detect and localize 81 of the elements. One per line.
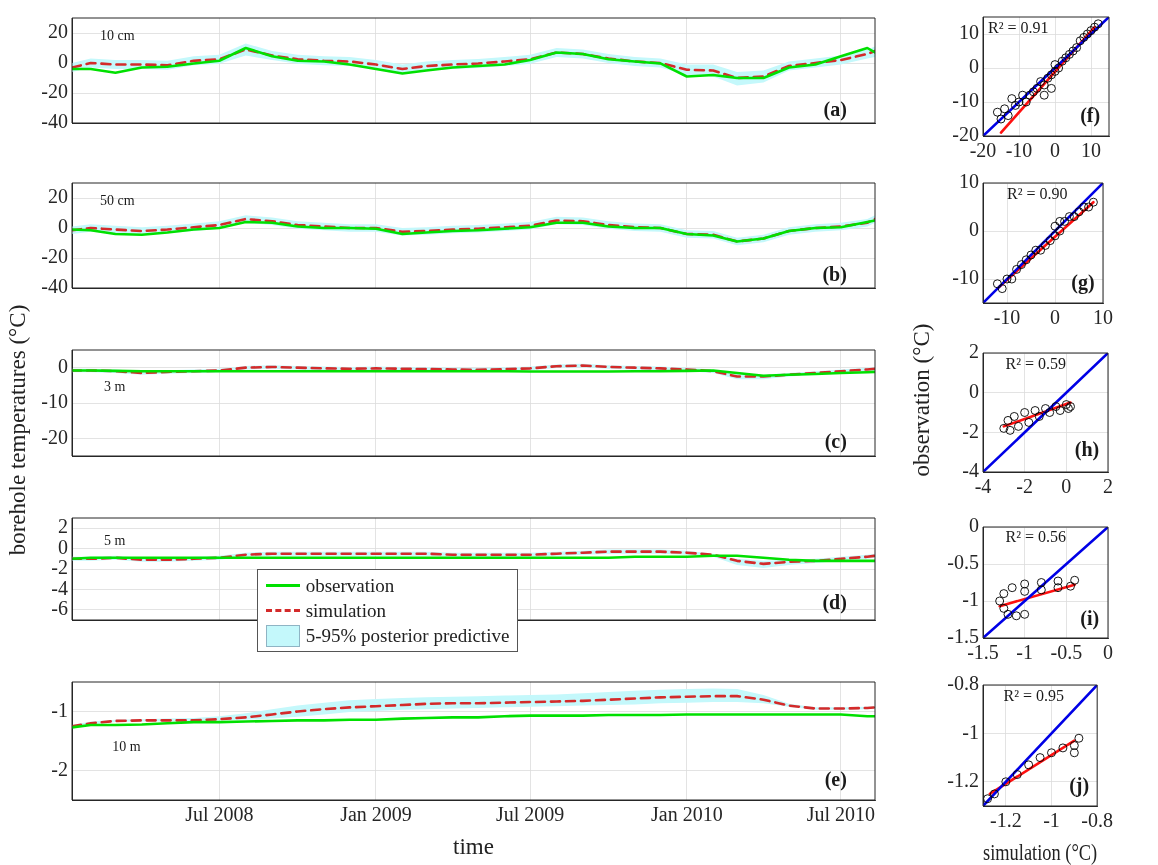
y-tick-label: -10 <box>952 266 979 289</box>
y-tick-label: 0 <box>969 218 979 241</box>
annotation: (g) <box>1071 270 1095 294</box>
x-tick-label: -1 <box>1043 809 1060 832</box>
y-axis-title: observation (°C) <box>909 323 935 477</box>
x-tick-label: 0 <box>1061 475 1072 498</box>
y-tick-label: 2 <box>969 340 979 363</box>
annotation: R² = 0.56 <box>1005 528 1066 546</box>
y-tick-label: -10 <box>952 89 979 112</box>
x-tick-label: 10 <box>1081 139 1101 162</box>
annotation: 5 m <box>104 533 126 549</box>
x-tick-label: -1.2 <box>990 809 1022 832</box>
y-tick-label: -6 <box>51 597 68 620</box>
annotation: R² = 0.91 <box>988 19 1049 37</box>
annotation: (c) <box>824 430 847 454</box>
y-tick-label: -1.2 <box>947 769 979 792</box>
y-tick-label: 0 <box>58 354 68 377</box>
annotation: 3 m <box>104 378 126 394</box>
y-tick-label: 0 <box>58 535 68 558</box>
y-tick-label: 10 <box>959 170 979 193</box>
x-tick-label: 0 <box>1050 139 1060 162</box>
x-tick-label: Jan 2010 <box>650 803 723 826</box>
y-tick-label: 0 <box>969 55 979 78</box>
annotation: R² = 0.95 <box>1003 687 1065 705</box>
y-tick-label: -2 <box>51 556 68 579</box>
x-tick-label: 2 <box>1103 475 1113 498</box>
y-tick-label: 20 <box>48 185 68 208</box>
y-tick-label: -40 <box>41 110 68 133</box>
y-tick-label: 0 <box>969 514 979 537</box>
y-tick-label: -0.5 <box>947 551 979 574</box>
x-tick-label: -0.8 <box>1081 809 1114 832</box>
y-tick-label: -1 <box>51 698 68 721</box>
x-tick-label: Jul 2008 <box>185 803 254 826</box>
y-tick-label: 0 <box>58 215 68 238</box>
y-tick-label: -10 <box>41 390 68 413</box>
x-tick-label: -0.5 <box>1050 641 1083 664</box>
y-tick-label: 0 <box>969 379 979 402</box>
legend-label: simulation <box>305 599 386 622</box>
y-tick-label: -20 <box>41 245 68 268</box>
annotation: (d) <box>822 590 847 614</box>
x-tick-label: -10 <box>1005 139 1033 162</box>
annotation: (b) <box>822 262 847 286</box>
annotation: 10 cm <box>100 27 135 43</box>
y-tick-label: -4 <box>51 576 68 599</box>
y-tick-label: 20 <box>48 20 68 43</box>
y-tick-label: 2 <box>58 515 68 538</box>
annotation: (h) <box>1074 437 1100 461</box>
y-tick-label: -20 <box>41 80 68 103</box>
y-tick-label: 10 <box>959 21 979 44</box>
annotation: (i) <box>1080 607 1100 631</box>
y-tick-label: -40 <box>41 275 68 298</box>
annotation: (e) <box>824 768 847 792</box>
y-axis-title: borehole temperatures (°C) <box>5 304 31 556</box>
legend-label: observation <box>305 574 395 597</box>
x-tick-label: Jul 2009 <box>495 803 565 826</box>
text: 5-95% posterior predictive <box>305 624 510 647</box>
annotation: 50 cm <box>100 192 135 208</box>
annotation: R² = 0.90 <box>1007 185 1068 203</box>
x-tick-label: -2 <box>1016 475 1033 498</box>
x-tick-label: -1 <box>1016 641 1033 664</box>
y-tick-label: -4 <box>962 459 979 482</box>
y-tick-label: -0.8 <box>947 672 979 695</box>
x-tick-label: Jul 2010 <box>806 803 876 826</box>
y-tick-label: -1 <box>962 588 979 611</box>
y-tick-label: -2 <box>962 419 979 442</box>
x-tick-label: Jan 2009 <box>340 803 412 826</box>
x-tick-label: -10 <box>993 306 1021 329</box>
annotation: 10 m <box>112 738 141 754</box>
annotation: (j) <box>1069 773 1090 797</box>
x-axis-title: time <box>453 834 494 860</box>
y-tick-label: 0 <box>58 50 68 73</box>
x-axis-title: simulation (°C) <box>983 839 1098 865</box>
x-tick-label: 10 <box>1093 306 1113 329</box>
annotation: (f) <box>1080 104 1101 128</box>
x-tick-label: 0 <box>1103 641 1113 664</box>
y-tick-label: -2 <box>51 757 68 780</box>
y-tick-label: -20 <box>41 425 68 448</box>
annotation: R² = 0.59 <box>1005 355 1066 373</box>
annotation: (a) <box>823 97 847 121</box>
y-tick-label: -1 <box>962 720 979 743</box>
x-tick-label: 0 <box>1050 306 1060 329</box>
